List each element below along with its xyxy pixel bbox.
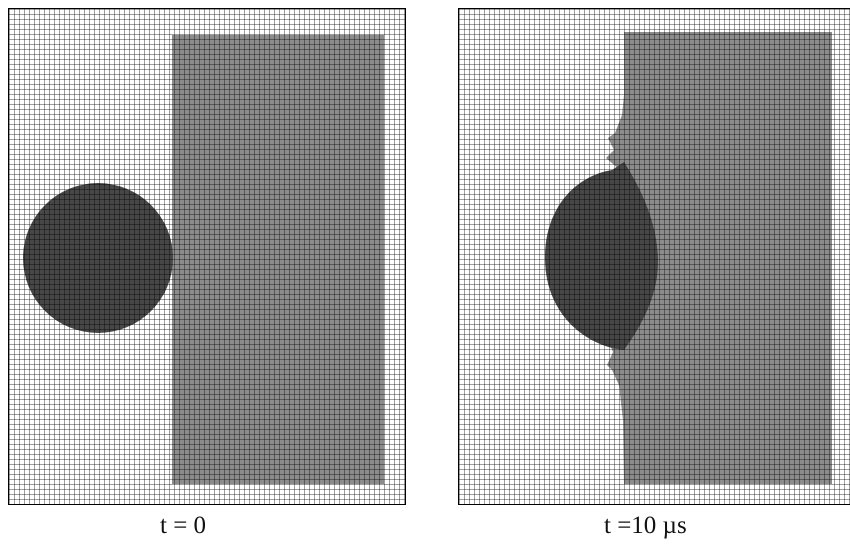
mesh-grid-right	[458, 8, 850, 505]
caption-initial-time: t = 0	[160, 512, 207, 539]
panel-border-left	[8, 8, 406, 505]
mesh-grid-left	[8, 8, 406, 505]
panel-border-right	[458, 8, 850, 505]
caption-final-time: t =10 µs	[604, 512, 687, 539]
panel-deformed	[458, 8, 850, 505]
panel-initial	[8, 8, 406, 505]
